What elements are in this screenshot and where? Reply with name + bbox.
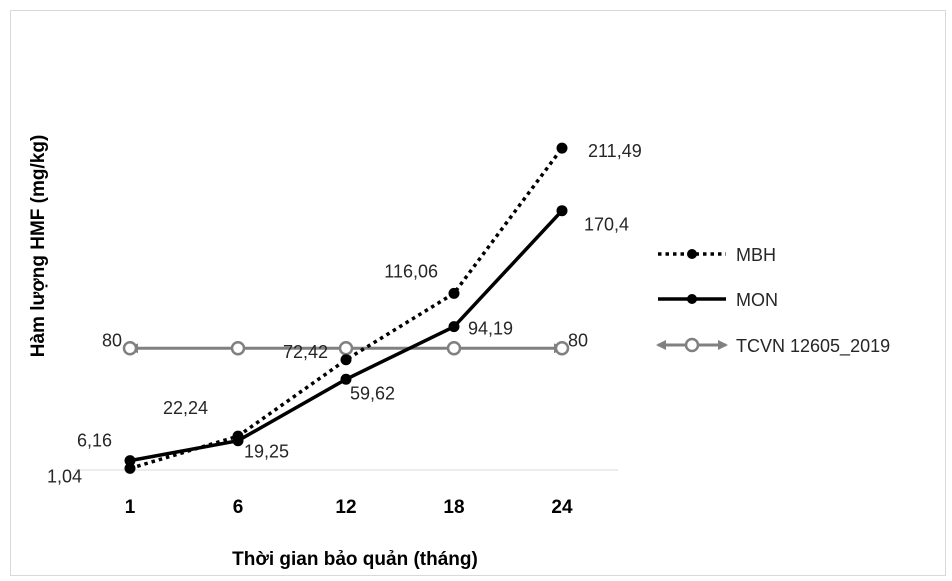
- data-point-mon: [340, 373, 352, 385]
- data-point-tcvn-12605-2019: [122, 341, 138, 356]
- data-point-tcvn-12605-2019: [554, 341, 570, 356]
- legend: MBH MON TCVN 12605_2019: [656, 245, 890, 357]
- legend-marker: [687, 294, 697, 304]
- data-label-mbh: 211,49: [588, 141, 642, 161]
- data-label-tcvn-12605-2019: 80: [568, 330, 588, 350]
- data-point-mon: [448, 321, 460, 333]
- data-point-mon: [556, 205, 568, 217]
- series-layer: [122, 142, 570, 474]
- legend-item-tcvn-12605-2019: TCVN 12605_2019: [656, 336, 890, 357]
- data-point-mon: [124, 455, 136, 467]
- x-tick-label: 1: [125, 497, 136, 518]
- data-label-mon: 170,4: [584, 215, 629, 235]
- y-axis-title: Hàm lượng HMF (mg/kg): [28, 135, 49, 358]
- data-point-mbh: [448, 287, 460, 299]
- data-label-mbh: 72,42: [283, 342, 328, 362]
- data-label-mon: 59,62: [350, 383, 395, 403]
- data-label-mbh: 116,06: [384, 261, 438, 281]
- x-tick-layer: 1 6 12 18 24: [125, 497, 573, 518]
- data-label-layer: 80 80 6,16 19,25 59,62 94,19 170,4 1,04 22,24 72,…: [47, 141, 642, 486]
- legend-marker: [687, 249, 697, 259]
- data-label-mon: 6,16: [77, 431, 112, 451]
- legend-label: MBH: [736, 245, 776, 265]
- x-tick-label: 18: [443, 497, 464, 518]
- series-line-mbh: [129, 147, 564, 471]
- data-point-mbh: [124, 462, 136, 474]
- data-point-mbh: [556, 142, 568, 154]
- data-label-mon: 94,19: [468, 319, 513, 339]
- data-label-mbh: 1,04: [47, 466, 82, 486]
- data-point-tcvn-12605-2019: [230, 341, 246, 356]
- legend-marker: [684, 337, 700, 353]
- legend-label: TCVN 12605_2019: [736, 336, 890, 357]
- x-tick-label: 6: [233, 497, 244, 518]
- x-tick-label: 12: [335, 497, 356, 518]
- data-point-mbh: [340, 354, 352, 366]
- data-label-mbh: 22,24: [163, 398, 208, 418]
- data-point-tcvn-12605-2019: [446, 341, 462, 356]
- data-label-tcvn-12605-2019: 80: [102, 330, 122, 350]
- data-point-tcvn-12605-2019: [338, 341, 354, 356]
- data-point-mbh: [232, 430, 244, 442]
- data-label-mon: 19,25: [244, 442, 289, 462]
- chart-frame: [10, 10, 946, 576]
- legend-item-mon: MON: [658, 290, 778, 310]
- x-tick-label: 24: [551, 497, 573, 518]
- legend-label: MON: [736, 290, 778, 310]
- x-axis-title: Thời gian bảo quản (tháng): [232, 549, 478, 570]
- legend-item-mbh: MBH: [658, 245, 776, 265]
